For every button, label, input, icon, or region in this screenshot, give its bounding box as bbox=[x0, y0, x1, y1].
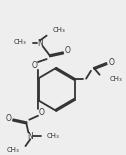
Text: O: O bbox=[5, 114, 11, 123]
Text: CH₃: CH₃ bbox=[52, 27, 65, 33]
Text: O: O bbox=[65, 46, 71, 55]
Text: O: O bbox=[39, 108, 45, 117]
Text: CH₃: CH₃ bbox=[47, 133, 59, 139]
Text: N: N bbox=[37, 39, 43, 48]
Text: CH₃: CH₃ bbox=[109, 76, 122, 82]
Text: CH₃: CH₃ bbox=[14, 40, 26, 45]
Text: CH₃: CH₃ bbox=[7, 147, 20, 153]
Text: N: N bbox=[27, 132, 33, 141]
Text: O: O bbox=[108, 58, 114, 66]
Text: O: O bbox=[31, 61, 37, 70]
